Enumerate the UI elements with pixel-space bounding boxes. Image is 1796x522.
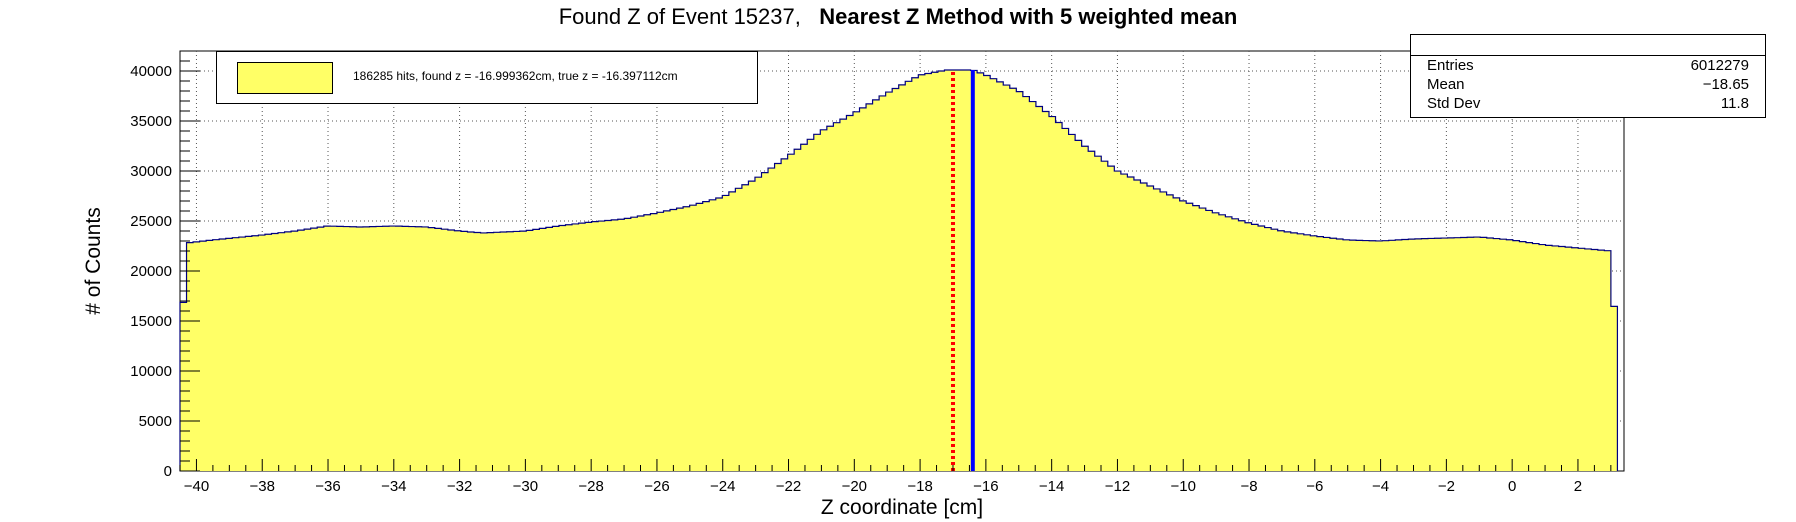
stats-row-entries: Entries 6012279 xyxy=(1411,56,1765,75)
entries-value: 6012279 xyxy=(1690,57,1749,74)
x-tick-label: −38 xyxy=(250,478,275,495)
std-value: 11.8 xyxy=(1720,95,1749,112)
histogram-outline xyxy=(179,69,1619,471)
x-tick-label: −26 xyxy=(644,478,669,495)
x-tick-label: −30 xyxy=(513,478,538,495)
legend-swatch xyxy=(237,62,333,94)
x-tick-label: −16 xyxy=(973,478,998,495)
chart-title: Found Z of Event 15237, Nearest Z Method… xyxy=(0,4,1796,30)
y-tick-label: 5000 xyxy=(139,413,172,430)
std-label: Std Dev xyxy=(1427,95,1481,112)
x-tick-label: −18 xyxy=(907,478,932,495)
y-tick-label: 10000 xyxy=(130,363,172,380)
x-tick-label: 2 xyxy=(1574,478,1582,495)
x-tick-label: −28 xyxy=(578,478,603,495)
x-tick-label: −4 xyxy=(1372,478,1389,495)
stats-header xyxy=(1411,35,1765,56)
stats-row-mean: Mean −18.65 xyxy=(1411,75,1765,94)
mean-label: Mean xyxy=(1427,76,1465,93)
x-tick-label: −8 xyxy=(1240,478,1257,495)
legend-text: 186285 hits, found z = -16.999362cm, tru… xyxy=(353,69,678,83)
legend: 186285 hits, found z = -16.999362cm, tru… xyxy=(216,51,758,104)
y-tick-label: 15000 xyxy=(130,313,172,330)
title-prefix: Found Z of Event 15237, xyxy=(558,4,801,29)
x-tick-label: −32 xyxy=(447,478,472,495)
x-tick-label: 0 xyxy=(1508,478,1516,495)
y-tick-label: 0 xyxy=(164,463,172,480)
y-tick-label: 40000 xyxy=(130,63,172,80)
x-tick-label: −14 xyxy=(1039,478,1064,495)
x-tick-label: −22 xyxy=(776,478,801,495)
y-tick-label: 25000 xyxy=(130,213,172,230)
x-tick-label: −12 xyxy=(1105,478,1130,495)
stats-row-std: Std Dev 11.8 xyxy=(1411,94,1765,113)
x-tick-label: −10 xyxy=(1171,478,1196,495)
z-markers xyxy=(951,70,975,471)
y-tick-label: 30000 xyxy=(130,163,172,180)
y-axis-title: # of Counts xyxy=(82,207,105,314)
stats-box: Entries 6012279 Mean −18.65 Std Dev 11.8 xyxy=(1410,34,1766,118)
x-axis-title: Z coordinate [cm] xyxy=(821,496,983,519)
x-tick-label: −40 xyxy=(184,478,209,495)
x-tick-label: −2 xyxy=(1438,478,1455,495)
mean-value: −18.65 xyxy=(1702,76,1749,93)
histogram-fill xyxy=(180,70,1618,471)
x-tick-label: −36 xyxy=(315,478,340,495)
y-axis: 0 5000 10000 15000 20000 25000 30000 35000 40000 xyxy=(130,50,200,480)
x-axis: −40 −38 −36 −34 −32 −30 −28 −26 −24 −22 −20 −18 −16−… xyxy=(179,459,1612,495)
x-tick-label: −20 xyxy=(842,478,867,495)
x-tick-label: −6 xyxy=(1306,478,1323,495)
x-tick-label: −24 xyxy=(710,478,735,495)
entries-label: Entries xyxy=(1427,57,1474,74)
y-tick-label: 20000 xyxy=(130,263,172,280)
y-tick-label: 35000 xyxy=(130,113,172,130)
x-tick-label: −34 xyxy=(381,478,406,495)
title-method: Nearest Z Method with 5 weighted mean xyxy=(819,4,1238,29)
